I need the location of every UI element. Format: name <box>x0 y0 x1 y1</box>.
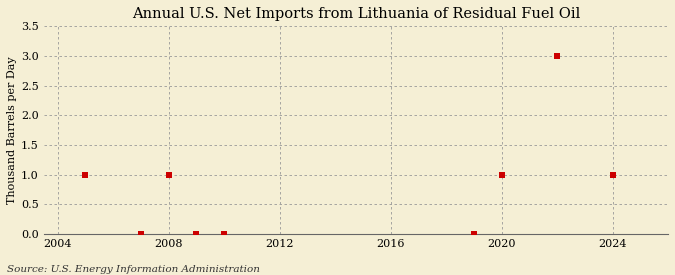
Title: Annual U.S. Net Imports from Lithuania of Residual Fuel Oil: Annual U.S. Net Imports from Lithuania o… <box>132 7 580 21</box>
Y-axis label: Thousand Barrels per Day: Thousand Barrels per Day <box>7 56 17 204</box>
Point <box>607 172 618 177</box>
Point <box>496 172 507 177</box>
Point <box>136 232 146 236</box>
Point <box>551 54 562 58</box>
Point <box>80 172 90 177</box>
Point <box>468 232 479 236</box>
Point <box>163 172 174 177</box>
Point <box>191 232 202 236</box>
Text: Source: U.S. Energy Information Administration: Source: U.S. Energy Information Administ… <box>7 265 260 274</box>
Point <box>219 232 230 236</box>
